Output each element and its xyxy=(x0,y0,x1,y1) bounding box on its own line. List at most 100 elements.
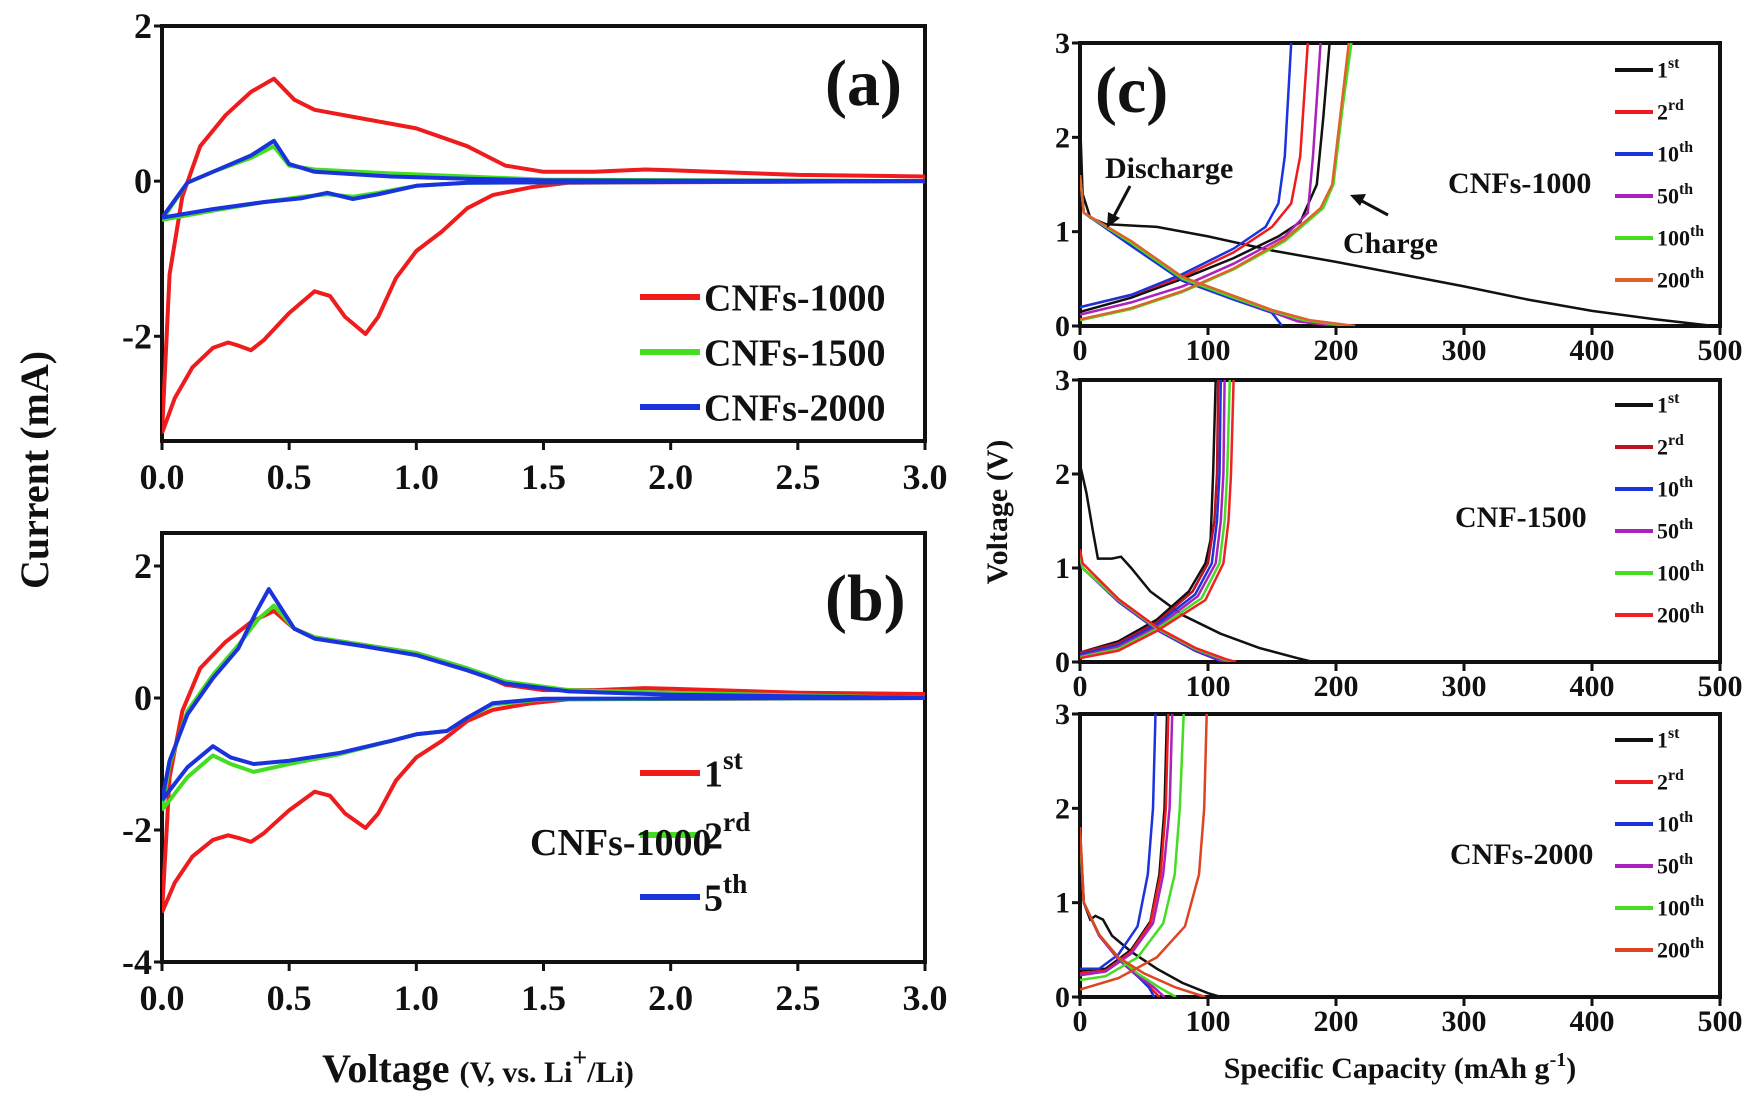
charge-curve-1st xyxy=(1080,43,1331,314)
y-tick-label: 2 xyxy=(1055,121,1070,154)
charge-arrowhead xyxy=(1350,194,1366,206)
x-tick-label: 0.5 xyxy=(267,978,312,1018)
legend-label: 2rd xyxy=(1657,432,1684,460)
x-tick-label: 2.5 xyxy=(775,457,820,497)
legend: 1st 2rd 10th 50th 100th 200th xyxy=(1615,725,1704,963)
legend-label: 1st xyxy=(1657,725,1680,753)
y-tick-label: 2 xyxy=(1055,458,1070,491)
plot-area xyxy=(1080,714,1222,997)
panel-label-a: (a) xyxy=(825,47,902,120)
x-tick-label: 100 xyxy=(1186,334,1231,367)
y-tick-label: 0 xyxy=(134,161,152,201)
plot-frame xyxy=(160,24,927,443)
plot-area xyxy=(162,587,925,914)
charge-curve-10th xyxy=(1080,380,1223,656)
x-tick-label: 500 xyxy=(1698,670,1743,703)
y-tick-label: 3 xyxy=(1055,364,1070,397)
legend-label: CNFs-1500 xyxy=(704,332,886,374)
discharge-curve-2rd xyxy=(1080,174,1337,326)
charge-curve-200th xyxy=(1080,43,1351,321)
y-tick-label: -4 xyxy=(122,942,152,982)
legend-label: CNFs-1000 xyxy=(704,277,886,319)
right-x-axis-label-tail: ) xyxy=(1566,1052,1576,1085)
legend-label: 100th xyxy=(1657,893,1704,921)
legend: 1st 2rd 5th xyxy=(640,745,750,919)
legend: CNFs-1000 CNFs-1500 CNFs-2000 xyxy=(640,277,886,429)
legend: 1st 2rd 10th 50th 100th 200th xyxy=(1615,390,1704,628)
x-tick-label: 400 xyxy=(1570,334,1615,367)
x-tick-label: 1.5 xyxy=(521,457,566,497)
series-2rd xyxy=(162,603,925,812)
discharge-curve-200th xyxy=(1080,827,1206,997)
x-tick-label: 1.0 xyxy=(394,978,439,1018)
y-tick-label: 0 xyxy=(1055,310,1070,343)
series-CNFs-2000 xyxy=(162,138,925,220)
left-x-axis-label-paren: (V, vs. Li xyxy=(460,1056,573,1089)
legend-label: 2rd xyxy=(704,807,750,857)
legend-label: 2rd xyxy=(1657,97,1684,125)
y-tick-label: 2 xyxy=(134,6,152,46)
discharge-arrowhead xyxy=(1107,212,1120,228)
x-tick-label: 200 xyxy=(1314,670,1359,703)
discharge-annotation: Discharge xyxy=(1105,152,1233,185)
x-tick-label: 200 xyxy=(1314,1005,1359,1038)
discharge-curve-200th xyxy=(1080,548,1237,662)
y-tick-label: 0 xyxy=(1055,646,1070,679)
panel-label-c: (c) xyxy=(1095,54,1168,127)
discharge-curve-50th xyxy=(1080,174,1343,326)
x-tick-label: 300 xyxy=(1442,1005,1487,1038)
x-tick-label: 2.5 xyxy=(775,978,820,1018)
charge-curve-50th xyxy=(1080,43,1322,316)
right-x-axis-label-sup: -1 xyxy=(1550,1049,1567,1071)
charge-curve-50th xyxy=(1080,380,1226,658)
legend-label: 50th xyxy=(1657,181,1693,209)
legend-label: 50th xyxy=(1657,516,1693,544)
panel-a: 0.0 0.5 1.0 1.5 2.0 2.5 3.020-2CNFs-1000CNFs-1… xyxy=(122,6,948,497)
panel-c3: 0 100 200 300 400 500 0 1 2 3 1st 2rd 10th 50th 100th 2… xyxy=(1055,698,1743,1038)
legend-label: 50th xyxy=(1657,851,1693,879)
c2-annotation: CNF-1500 xyxy=(1455,501,1587,534)
legend-label: 100th xyxy=(1657,223,1704,251)
legend-label: 10th xyxy=(1657,139,1693,167)
charge-curve-50th xyxy=(1080,714,1174,977)
x-tick-label: 0 xyxy=(1073,1005,1088,1038)
y-tick-label: 1 xyxy=(1055,887,1070,920)
legend-label: CNFs-2000 xyxy=(704,387,886,429)
x-tick-label: 100 xyxy=(1186,670,1231,703)
x-tick-label: 300 xyxy=(1442,334,1487,367)
discharge-arrow xyxy=(1111,185,1132,219)
legend: 1st 2rd 10th 50th 100th 200th xyxy=(1615,55,1704,293)
plot-area xyxy=(1080,43,1714,326)
y-tick-label: 0 xyxy=(134,678,152,718)
charge-curve-10th xyxy=(1080,714,1157,970)
left-y-axis-label: Current (mA) xyxy=(12,351,57,589)
charge-curve-2rd xyxy=(1080,380,1220,654)
legend-label: 100th xyxy=(1657,558,1704,586)
x-tick-label: 200 xyxy=(1314,334,1359,367)
charge-curve-200th xyxy=(1080,380,1235,660)
left-x-axis-label: Voltage (V, vs. Li+/Li) xyxy=(322,1043,634,1091)
c1-annotation: CNFs-1000 xyxy=(1448,167,1591,200)
c3-annotation: CNFs-2000 xyxy=(1450,838,1593,871)
discharge-curve-200th xyxy=(1080,174,1356,326)
x-tick-label: 0 xyxy=(1073,670,1088,703)
right-x-axis-label-main: Specific Capacity (mAh g xyxy=(1224,1052,1550,1085)
panel-c1: 0 100 200 300 400 500 0 1 2 3 1st 2rd 10th 50th 100th 2… xyxy=(1055,27,1743,367)
x-tick-label: 0.5 xyxy=(267,457,312,497)
legend-label: 2rd xyxy=(1657,767,1684,795)
x-tick-label: 500 xyxy=(1698,334,1743,367)
legend-label: 1st xyxy=(1657,55,1680,83)
charge-arrow xyxy=(1359,198,1389,217)
panel-c2: 0 100 200 300 400 500 0 1 2 3 1st 2rd 10th 50th 100th 2… xyxy=(1055,364,1743,703)
x-tick-label: 300 xyxy=(1442,670,1487,703)
charge-curve-100th xyxy=(1080,380,1232,659)
x-tick-label: 2.0 xyxy=(648,978,693,1018)
y-tick-label: -2 xyxy=(122,316,152,356)
y-tick-label: 0 xyxy=(1055,981,1070,1014)
series-5th xyxy=(162,587,925,802)
legend-label: 1st xyxy=(1657,390,1680,418)
x-tick-label: 3.0 xyxy=(903,457,948,497)
y-tick-label: 2 xyxy=(1055,792,1070,825)
y-tick-label: -2 xyxy=(122,810,152,850)
